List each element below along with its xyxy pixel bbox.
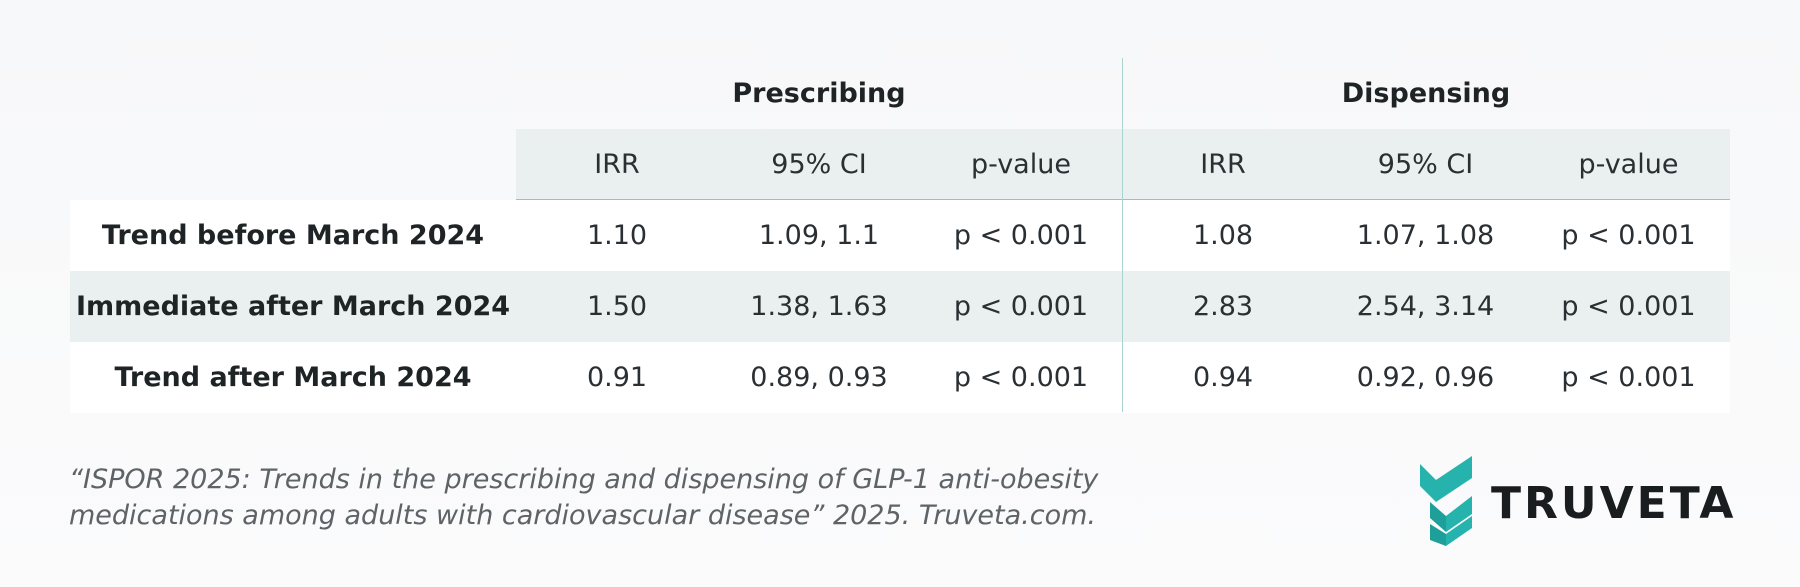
table-cell: p < 0.001	[953, 362, 1089, 393]
row-label: Trend before March 2024	[101, 220, 485, 251]
table-cell: p < 0.001	[1561, 362, 1696, 393]
truveta-logo: TRUVETA	[1420, 456, 1740, 546]
table-cell: 1.07, 1.08	[1356, 220, 1495, 251]
row-label: Trend after March 2024	[114, 362, 472, 393]
table-cell: 0.89, 0.93	[750, 362, 888, 393]
column-header-ci: 95% CI	[1377, 149, 1474, 180]
table-cell: 1.10	[586, 220, 648, 251]
table-cell: p < 0.001	[1561, 220, 1696, 251]
row-label: Immediate after March 2024	[75, 291, 511, 322]
table-cell: 2.83	[1192, 291, 1254, 322]
citation: “ISPOR 2025: Trends in the prescribing a…	[69, 462, 1169, 534]
citation-line: “ISPOR 2025: Trends in the prescribing a…	[69, 464, 1099, 495]
table-cell: p < 0.001	[953, 291, 1089, 322]
table-row	[70, 200, 1730, 271]
column-header-irr: IRR	[1200, 149, 1246, 180]
table-row	[70, 271, 1730, 342]
truveta-chevron-icon	[1420, 456, 1472, 546]
table-cell: p < 0.001	[953, 220, 1089, 251]
column-header-ci: 95% CI	[771, 149, 867, 180]
table-cell: 0.94	[1192, 362, 1254, 393]
table-cell: p < 0.001	[1561, 291, 1696, 322]
table-cell: 1.38, 1.63	[750, 291, 888, 322]
group-divider	[1122, 58, 1123, 412]
logo-wordmark: TRUVETA	[1491, 478, 1737, 529]
column-header-irr: IRR	[594, 149, 640, 180]
group-header-prescribing: Prescribing	[732, 78, 906, 109]
table-row	[70, 342, 1730, 413]
column-header-p-value: p-value	[971, 149, 1071, 180]
table-cell: 1.50	[586, 291, 648, 322]
results-table: Prescribing Dispensing IRR 95% CI p-valu…	[70, 58, 1730, 413]
group-header-dispensing: Dispensing	[1341, 78, 1511, 109]
table-cell: 0.92, 0.96	[1356, 362, 1495, 393]
table-cell: 1.08	[1192, 220, 1254, 251]
column-header-p-value: p-value	[1578, 149, 1679, 180]
table-cell: 2.54, 3.14	[1356, 291, 1495, 322]
citation-line: medications among adults with cardiovasc…	[69, 500, 1096, 531]
column-header-band	[516, 129, 1730, 200]
table-cell: 1.09, 1.1	[758, 220, 880, 251]
table-cell: 0.91	[586, 362, 648, 393]
